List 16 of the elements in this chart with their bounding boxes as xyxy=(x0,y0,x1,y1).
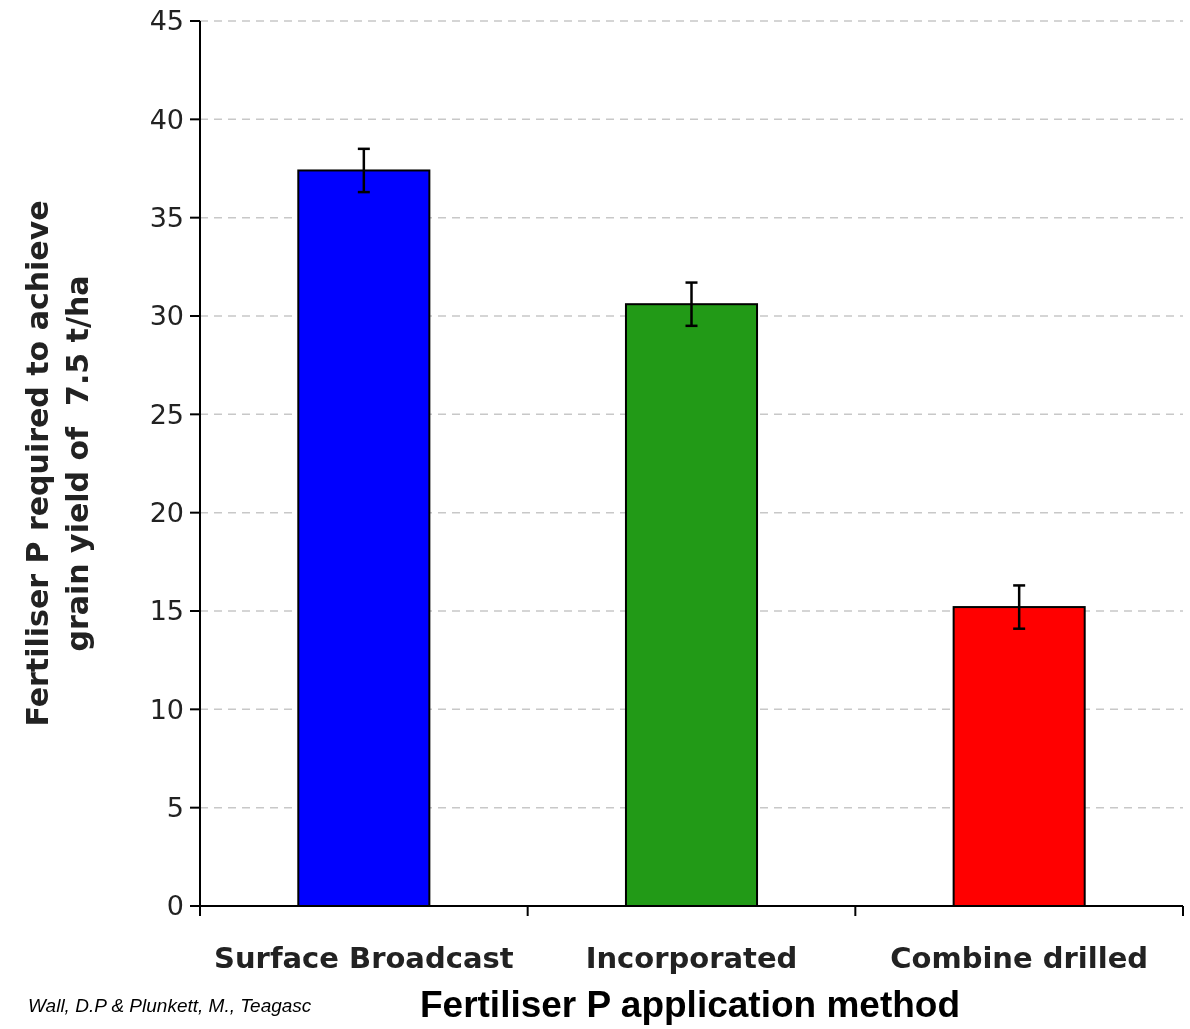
y-tick-label: 20 xyxy=(149,497,184,529)
x-tick-label: Incorporated xyxy=(585,941,798,975)
x-axis-title: Fertiliser P application method xyxy=(419,984,961,1025)
y-tick-label: 25 xyxy=(149,398,184,430)
y-tick-label: 45 xyxy=(149,5,184,37)
y-tick-label: 0 xyxy=(166,890,184,922)
y-axis-title: Fertiliser P required to achieve grain yield of 7.5 t/ha xyxy=(20,200,95,727)
y-tick-label: 30 xyxy=(149,300,184,332)
y-tick-label: 10 xyxy=(149,693,184,725)
y-tick-label: 5 xyxy=(166,792,184,824)
y-tick-label: 15 xyxy=(149,595,184,627)
y-tick-label: 40 xyxy=(149,103,184,135)
text: Wall, D.P & Plunkett, M., Teagasc xyxy=(28,995,312,1016)
x-tick-label: Surface Broadcast xyxy=(214,941,514,975)
x-tick-label: Combine drilled xyxy=(890,941,1149,975)
y-tick-label: 35 xyxy=(149,202,184,234)
